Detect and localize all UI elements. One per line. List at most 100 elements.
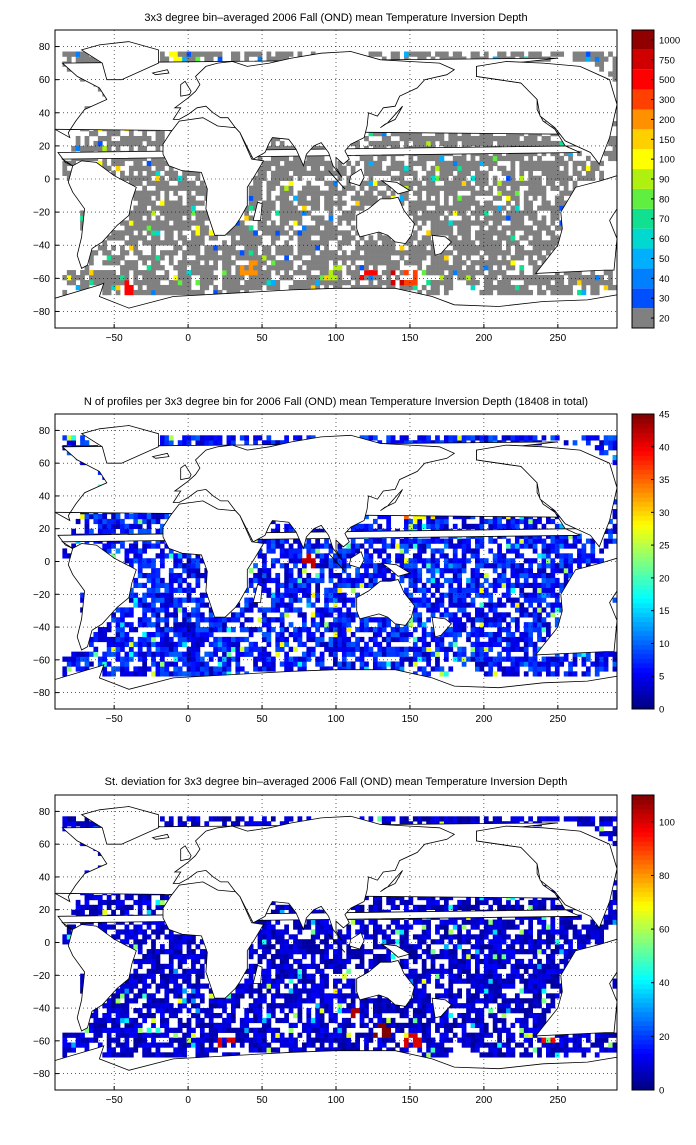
- heatmap-cell: [462, 196, 467, 201]
- heatmap-cell: [542, 186, 547, 191]
- heatmap-cell: [502, 553, 507, 558]
- heatmap-cell: [120, 245, 125, 250]
- heatmap-cell: [129, 235, 134, 240]
- heatmap-cell: [448, 568, 453, 573]
- heatmap-cell: [417, 161, 422, 166]
- heatmap-cell: [506, 171, 511, 176]
- heatmap-cell: [462, 161, 467, 166]
- heatmap-cell: [275, 166, 280, 171]
- heatmap-cell: [187, 210, 192, 215]
- heatmap-cell: [147, 275, 152, 280]
- heatmap-cell: [373, 250, 378, 255]
- heatmap-cell: [142, 225, 147, 230]
- heatmap-cell: [431, 524, 436, 529]
- heatmap-cell: [142, 666, 147, 671]
- heatmap-cell: [519, 607, 524, 612]
- heatmap-cell: [395, 647, 400, 652]
- heatmap-cell: [533, 657, 538, 662]
- heatmap-cell: [235, 250, 240, 255]
- heatmap-cell: [284, 255, 289, 260]
- heatmap-cell: [280, 220, 285, 225]
- heatmap-cell: [191, 205, 196, 210]
- heatmap-cell: [497, 627, 502, 632]
- heatmap-cell: [484, 240, 489, 245]
- heatmap-cell: [298, 235, 303, 240]
- heatmap-cell: [346, 578, 351, 583]
- heatmap-cell: [329, 270, 334, 275]
- heatmap-cell: [306, 593, 311, 598]
- heatmap-cell: [497, 642, 502, 647]
- heatmap-cell: [284, 265, 289, 270]
- heatmap-cell: [196, 201, 201, 206]
- heatmap-cell: [555, 671, 560, 676]
- heatmap-cell: [271, 240, 276, 245]
- heatmap-cell: [515, 622, 520, 627]
- heatmap-cell: [289, 548, 294, 553]
- heatmap-cell: [528, 558, 533, 563]
- heatmap-cell: [471, 632, 476, 637]
- heatmap-cell: [408, 285, 413, 290]
- heatmap-cell: [444, 161, 449, 166]
- heatmap-cell: [191, 196, 196, 201]
- heatmap-cell: [329, 235, 334, 240]
- heatmap-cell: [475, 161, 480, 166]
- heatmap-cell: [395, 558, 400, 563]
- heatmap-cell: [89, 270, 94, 275]
- heatmap-cell: [302, 583, 307, 588]
- heatmap-cell: [266, 245, 271, 250]
- heatmap-cell: [204, 285, 209, 290]
- heatmap-cell: [457, 588, 462, 593]
- heatmap-cell: [502, 578, 507, 583]
- heatmap-cell: [306, 637, 311, 642]
- heatmap-cell: [209, 235, 214, 240]
- heatmap-cell: [360, 622, 365, 627]
- heatmap-cell: [479, 666, 484, 671]
- heatmap-cell: [284, 260, 289, 265]
- heatmap-cell: [315, 607, 320, 612]
- heatmap-cell: [125, 671, 130, 676]
- heatmap-cell: [360, 524, 365, 529]
- heatmap-cell: [351, 548, 356, 553]
- heatmap-cell: [62, 52, 67, 57]
- heatmap-cell: [582, 553, 587, 558]
- heatmap-cell: [435, 270, 440, 275]
- heatmap-cell: [160, 265, 165, 270]
- heatmap-cell: [555, 205, 560, 210]
- heatmap-cell: [266, 250, 271, 255]
- heatmap-cell: [511, 642, 516, 647]
- heatmap-cell: [466, 201, 471, 206]
- heatmap-cell: [129, 612, 134, 617]
- heatmap-cell: [426, 602, 431, 607]
- heatmap-cell: [479, 647, 484, 652]
- heatmap-cell: [315, 225, 320, 230]
- heatmap-cell: [315, 583, 320, 588]
- heatmap-cell: [191, 230, 196, 235]
- heatmap-cell: [453, 141, 458, 146]
- heatmap-cell: [244, 607, 249, 612]
- heatmap-cell: [364, 539, 369, 544]
- heatmap-cell: [284, 612, 289, 617]
- heatmap-cell: [138, 548, 143, 553]
- heatmap-cell: [156, 265, 161, 270]
- heatmap-cell: [253, 285, 258, 290]
- heatmap-cell: [337, 265, 342, 270]
- heatmap-cell: [187, 617, 192, 622]
- heatmap-cell: [213, 622, 218, 627]
- heatmap-cell: [386, 558, 391, 563]
- heatmap-cell: [151, 240, 156, 245]
- heatmap-cell: [293, 548, 298, 553]
- heatmap-cell: [222, 637, 227, 642]
- heatmap-cell: [590, 161, 595, 166]
- heatmap-cell: [369, 573, 374, 578]
- heatmap-cell: [200, 593, 205, 598]
- heatmap-cell: [160, 186, 165, 191]
- heatmap-cell: [191, 563, 196, 568]
- heatmap-cell: [515, 285, 520, 290]
- heatmap-cell: [315, 622, 320, 627]
- heatmap-cell: [524, 280, 529, 285]
- heatmap-cell: [484, 245, 489, 250]
- heatmap-cell: [342, 210, 347, 215]
- heatmap-cell: [391, 270, 396, 275]
- heatmap-cell: [293, 161, 298, 166]
- heatmap-cell: [107, 642, 112, 647]
